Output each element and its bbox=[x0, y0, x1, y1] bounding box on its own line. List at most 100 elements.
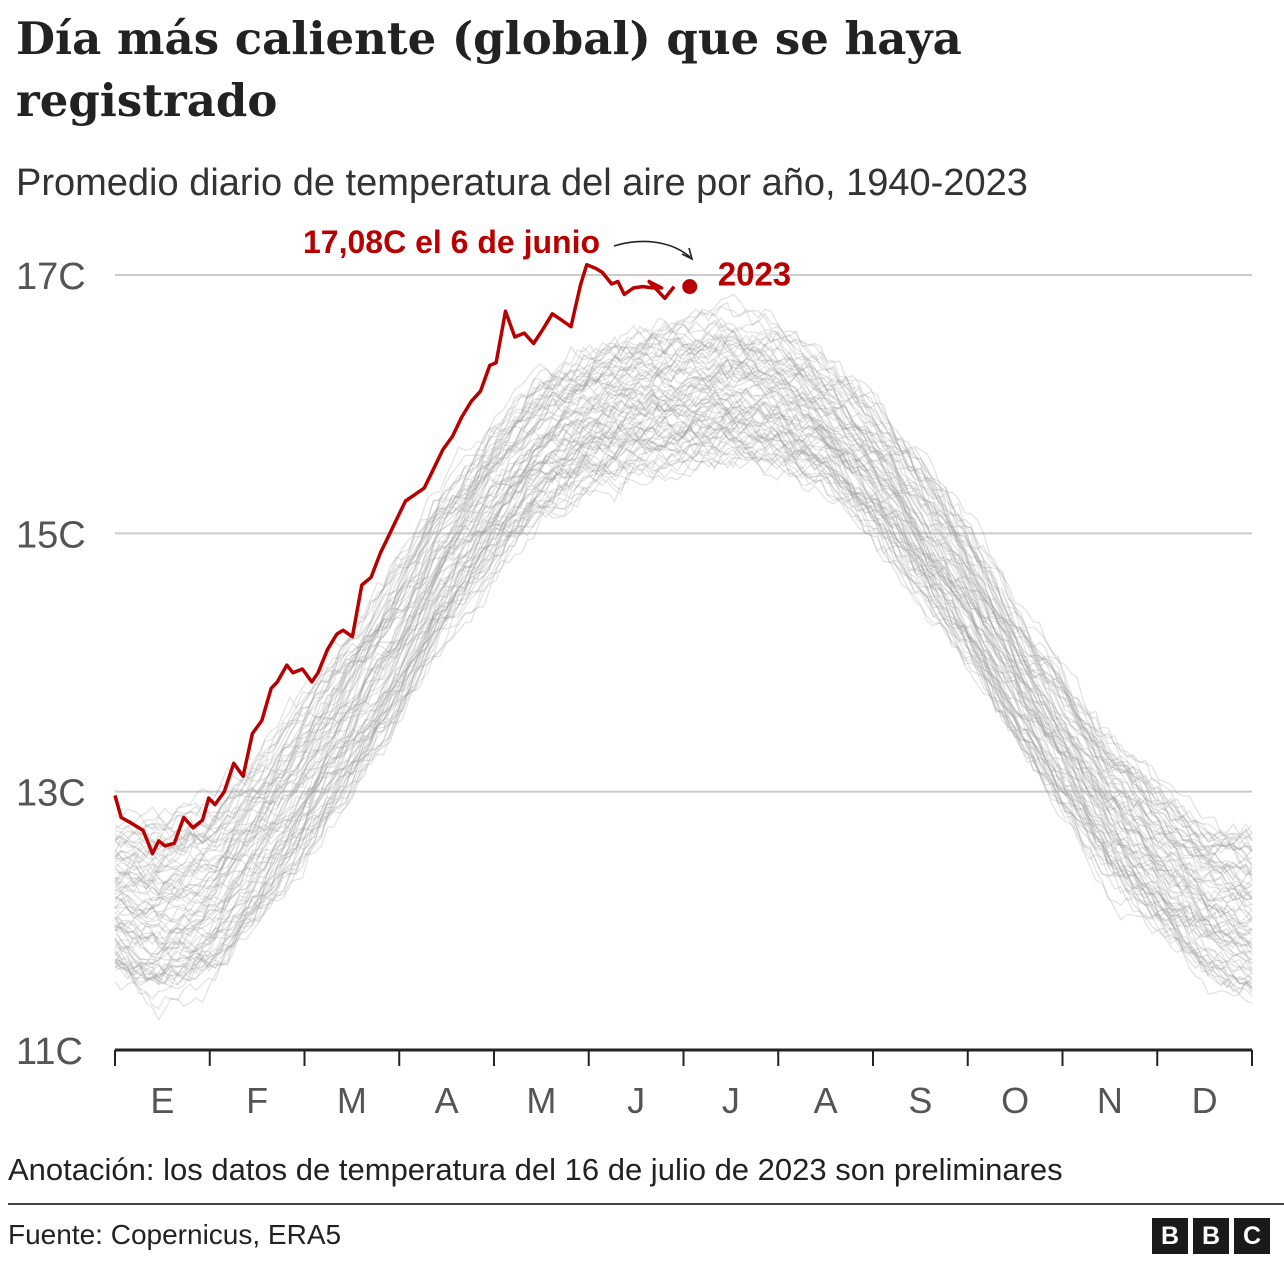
axis-labels: 11C 13C 15C 17C E F M A M J J A S O N D bbox=[16, 256, 1218, 1121]
historical-year-line bbox=[114, 339, 1253, 873]
historical-year-line bbox=[114, 390, 1253, 946]
historical-year-line bbox=[114, 376, 1253, 940]
bbc-logo-letter: C bbox=[1234, 1218, 1270, 1254]
historical-year-line bbox=[114, 426, 1253, 991]
chart-title: Día más caliente (global) que se haya re… bbox=[16, 12, 962, 127]
x-tick-label: A bbox=[435, 1080, 459, 1121]
historical-year-line bbox=[114, 375, 1253, 923]
preliminary-data-note: Anotación: los datos de temperatura del … bbox=[8, 1152, 1063, 1187]
historical-year-line bbox=[114, 334, 1253, 877]
historical-year-line bbox=[114, 332, 1253, 858]
historical-year-line bbox=[114, 356, 1253, 876]
historical-year-line bbox=[114, 351, 1253, 895]
historical-year-line bbox=[114, 441, 1253, 981]
historical-year-line bbox=[114, 393, 1253, 920]
y-tick-label: 11C bbox=[16, 1031, 83, 1073]
historical-year-line bbox=[114, 434, 1253, 980]
chart-subtitle: Promedio diario de temperatura del aire … bbox=[16, 162, 1028, 204]
historical-year-line bbox=[114, 358, 1253, 898]
historical-year-line bbox=[114, 322, 1253, 856]
historical-year-line bbox=[114, 408, 1253, 986]
historical-year-line bbox=[114, 371, 1253, 929]
historical-year-line bbox=[114, 408, 1253, 975]
historical-year-line bbox=[114, 422, 1253, 972]
historical-year-line bbox=[114, 354, 1253, 916]
historical-year-line bbox=[114, 331, 1253, 877]
historical-year-line bbox=[114, 339, 1253, 890]
historical-year-line bbox=[114, 320, 1253, 852]
historical-year-line bbox=[114, 301, 1253, 850]
series-2023-label: 2023 bbox=[718, 256, 791, 293]
x-tick-label: E bbox=[150, 1080, 174, 1121]
historical-year-line bbox=[114, 432, 1253, 986]
historical-year-line bbox=[114, 364, 1253, 899]
historical-year-line bbox=[114, 382, 1253, 931]
historical-year-line bbox=[114, 390, 1253, 943]
historical-year-lines bbox=[114, 293, 1253, 1021]
historical-year-line bbox=[114, 443, 1253, 1000]
series-2023: 2023 17,08C el 6 de junio bbox=[113, 224, 791, 856]
historical-year-line bbox=[114, 415, 1253, 969]
historical-year-line bbox=[114, 445, 1253, 997]
historical-year-line bbox=[114, 382, 1253, 924]
historical-year-line bbox=[114, 392, 1253, 961]
historical-year-line bbox=[114, 428, 1253, 989]
historical-year-line bbox=[114, 407, 1253, 948]
historical-year-line bbox=[114, 305, 1253, 842]
historical-year-line bbox=[114, 401, 1253, 966]
historical-year-line bbox=[114, 400, 1253, 950]
historical-year-line bbox=[114, 388, 1253, 946]
annotation-arrowhead bbox=[681, 247, 694, 261]
historical-year-line bbox=[114, 411, 1253, 965]
historical-year-line bbox=[114, 387, 1253, 923]
x-tick-label: J bbox=[627, 1080, 645, 1121]
historical-year-line bbox=[114, 311, 1253, 840]
x-tick-label: D bbox=[1192, 1080, 1218, 1121]
historical-year-line bbox=[114, 383, 1253, 923]
historical-year-line bbox=[114, 401, 1253, 947]
series-2023-end-point bbox=[682, 279, 698, 295]
historical-year-line bbox=[114, 371, 1253, 937]
historical-year-line bbox=[114, 398, 1253, 965]
historical-year-line bbox=[114, 366, 1253, 898]
bbc-logo-letter: B bbox=[1193, 1218, 1229, 1254]
historical-year-line bbox=[114, 428, 1253, 990]
historical-year-line bbox=[114, 413, 1253, 956]
y-tick-label: 13C bbox=[16, 773, 86, 815]
historical-year-line bbox=[114, 371, 1253, 910]
historical-year-line bbox=[114, 360, 1253, 908]
bbc-logo: B B C bbox=[1152, 1218, 1270, 1254]
temperature-line-chart: 2023 17,08C el 6 de junio 11C 13C 15C 17C E F M… bbox=[16, 224, 1253, 1121]
gridlines bbox=[115, 274, 1252, 793]
x-tick-label: J bbox=[722, 1080, 740, 1121]
x-tick-label: N bbox=[1097, 1080, 1123, 1121]
peak-annotation-label: 17,08C el 6 de junio bbox=[303, 224, 600, 260]
x-tick-label: M bbox=[337, 1080, 367, 1121]
series-2023-line bbox=[113, 262, 676, 856]
historical-year-line bbox=[114, 431, 1253, 988]
x-tick-label: O bbox=[1001, 1080, 1029, 1121]
x-tick-label: F bbox=[246, 1080, 268, 1121]
historical-year-line bbox=[114, 359, 1253, 913]
historical-year-line bbox=[114, 443, 1253, 990]
historical-year-line bbox=[114, 333, 1253, 877]
x-tick-label: A bbox=[814, 1080, 838, 1121]
historical-year-line bbox=[114, 333, 1253, 872]
historical-year-line bbox=[114, 334, 1253, 869]
x-tick-label: M bbox=[526, 1080, 556, 1121]
y-tick-label: 15C bbox=[16, 514, 86, 556]
historical-year-line bbox=[114, 316, 1253, 865]
annotation-arrow bbox=[613, 240, 691, 258]
historical-year-line bbox=[114, 343, 1253, 886]
historical-year-line bbox=[114, 340, 1253, 878]
historical-year-line bbox=[114, 424, 1253, 984]
historical-year-line bbox=[114, 436, 1253, 994]
historical-year-line bbox=[114, 329, 1253, 870]
source-text: Fuente: Copernicus, ERA5 bbox=[8, 1219, 342, 1250]
historical-year-line bbox=[114, 361, 1253, 902]
historical-year-line bbox=[114, 359, 1253, 895]
historical-year-line bbox=[114, 328, 1253, 841]
y-tick-label: 17C bbox=[16, 256, 86, 298]
historical-year-line bbox=[114, 383, 1253, 939]
bbc-logo-letter: B bbox=[1152, 1218, 1188, 1254]
